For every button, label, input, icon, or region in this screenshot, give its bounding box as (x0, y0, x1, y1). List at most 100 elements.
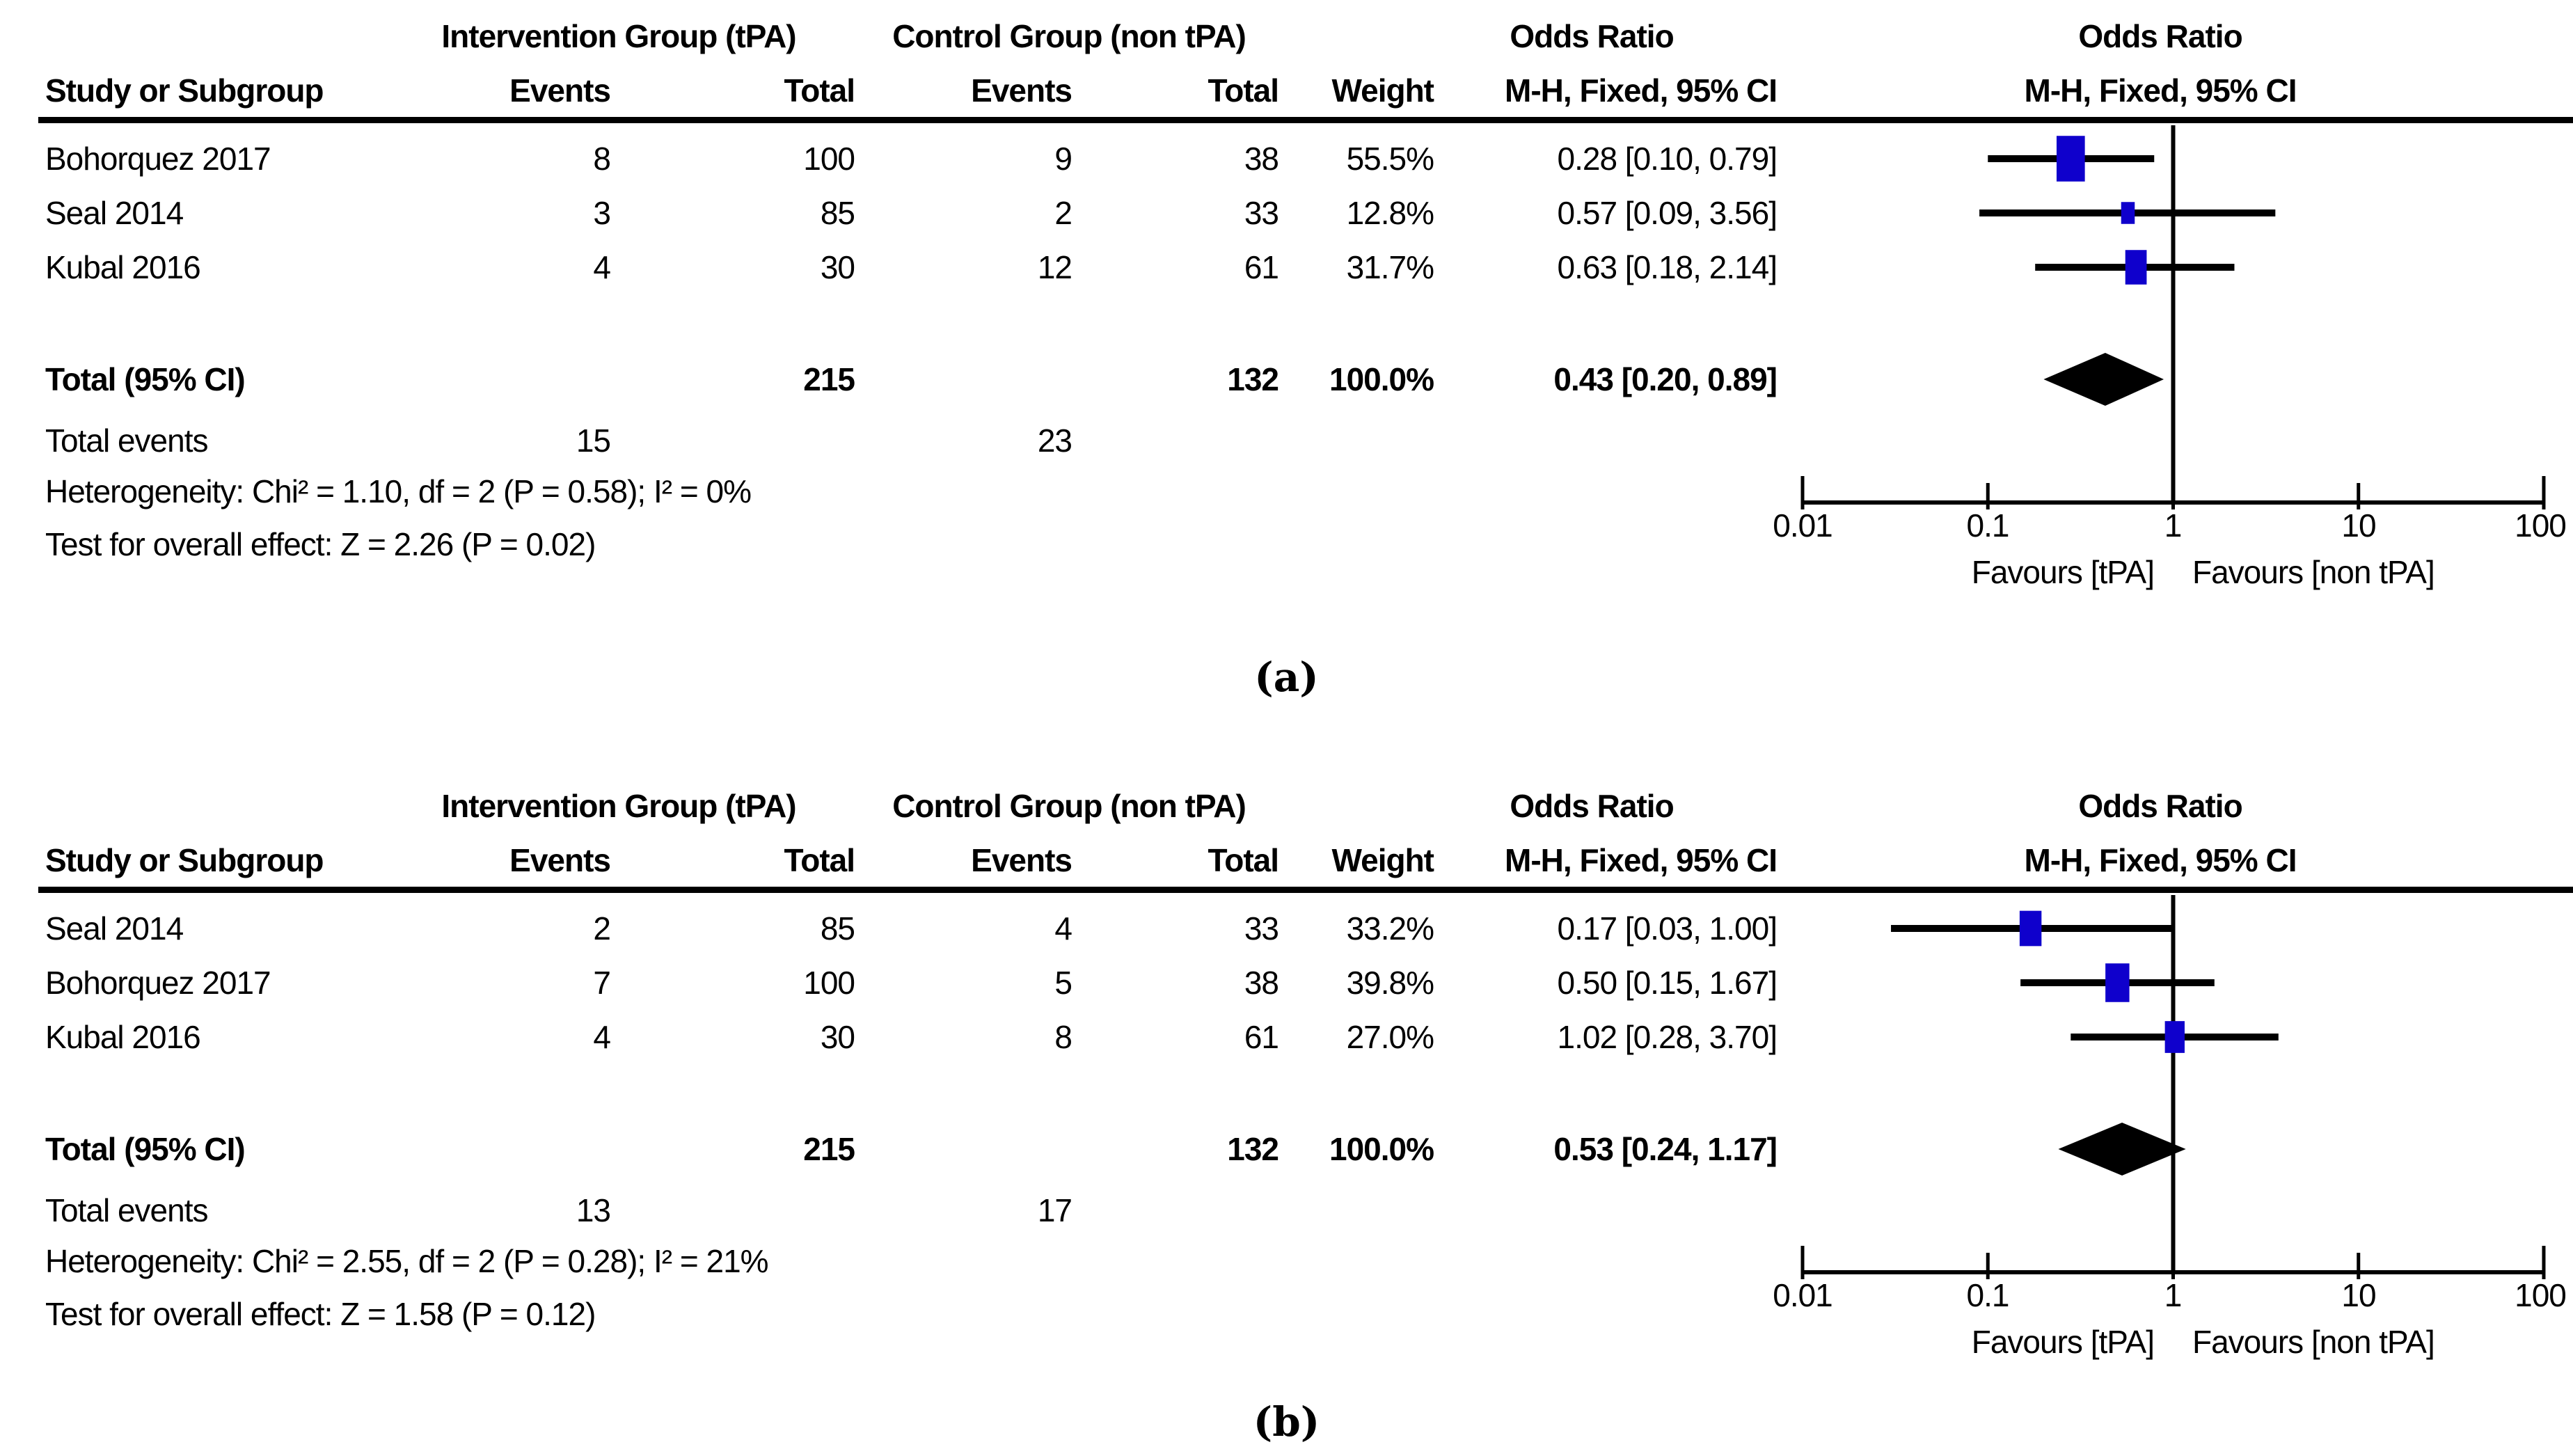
control-events-col-header: Events (971, 842, 1072, 878)
or-ci-value: 0.63 [0.18, 2.14] (1557, 249, 1778, 285)
mh-ci-col-header: M-H, Fixed, 95% CI (1505, 842, 1778, 878)
favours-right-label: Favours [non tPA] (2192, 554, 2435, 590)
control-total: 33 (1244, 195, 1279, 231)
control-total-col-header: Total (1208, 842, 1279, 878)
control-total: 61 (1244, 1019, 1279, 1055)
table-row: Bohorquez 2017 7 100 5 38 39.8% 0.50 [0.… (0, 963, 2573, 1002)
or-ci-value: 0.50 [0.15, 1.67] (1557, 965, 1778, 1001)
table-row: Kubal 2016 4 30 8 61 27.0% 1.02 [0.28, 3… (0, 1018, 2573, 1057)
favours-left-label: Favours [tPA] (1971, 554, 2155, 590)
study-name: Seal 2014 (45, 910, 184, 947)
study-col-header: Study or Subgroup (45, 72, 324, 109)
forest-plot-a (1800, 125, 2546, 509)
intervention-total: 100 (803, 965, 855, 1001)
header-rule (38, 117, 2573, 123)
control-events: 9 (1054, 141, 1072, 177)
total-events-row: Total events 15 23 (0, 421, 2573, 460)
axis-tick-label: 0.01 (1773, 507, 1833, 544)
table-row: Kubal 2016 4 30 12 61 31.7% 0.63 [0.18, … (0, 248, 2573, 287)
panel-a-caption: (a) (1254, 654, 1319, 701)
favours-right-label: Favours [non tPA] (2192, 1324, 2435, 1360)
weight-value: 39.8% (1346, 965, 1434, 1001)
axis-tick-label: 1 (2164, 1277, 2183, 1313)
meta-analysis-panel: Intervention Group (tPA) Control Group (… (0, 770, 2573, 1396)
total-label: Total (95% CI) (45, 1131, 246, 1167)
control-events: 4 (1054, 910, 1072, 947)
intervention-group-header: Intervention Group (tPA) (441, 788, 796, 824)
odds-ratio-plot-title: Odds Ratio (2078, 18, 2242, 54)
control-events: 8 (1054, 1019, 1072, 1055)
total-intervention: 215 (803, 361, 855, 397)
control-events-col-header: Events (971, 72, 1072, 109)
intervention-events-col-header: Events (509, 72, 611, 109)
table-row: Seal 2014 3 85 2 33 12.8% 0.57 [0.09, 3.… (0, 193, 2573, 232)
odds-ratio-column-title: Odds Ratio (1510, 18, 1674, 54)
axis-tick-label: 1 (2164, 507, 2183, 544)
total-or-ci: 0.53 [0.24, 1.17] (1553, 1131, 1778, 1167)
or-ci-value: 1.02 [0.28, 3.70] (1557, 1019, 1778, 1055)
panel-b-caption: (b) (1253, 1398, 1320, 1446)
mh-ci-col-header: M-H, Fixed, 95% CI (1505, 72, 1778, 109)
control-total: 38 (1244, 141, 1279, 177)
axis-tick-label: 10 (2341, 1277, 2376, 1313)
or-ci-value: 0.57 [0.09, 3.56] (1557, 195, 1778, 231)
weight-value: 33.2% (1346, 910, 1434, 947)
intervention-total: 100 (803, 141, 855, 177)
mh-ci-plot-header: M-H, Fixed, 95% CI (2024, 842, 2297, 878)
intervention-total: 30 (820, 1019, 855, 1055)
control-group-header: Control Group (non tPA) (892, 788, 1246, 824)
control-total: 33 (1244, 910, 1279, 947)
favours-left-label: Favours [tPA] (1971, 1324, 2155, 1360)
weight-col-header: Weight (1331, 72, 1434, 109)
intervention-total: 85 (820, 195, 855, 231)
total-weight: 100.0% (1329, 1131, 1434, 1167)
intervention-events: 4 (593, 249, 611, 285)
axis-tick-label: 100 (2515, 1277, 2567, 1313)
total-control: 132 (1227, 361, 1279, 397)
total-label: Total (95% CI) (45, 361, 246, 397)
or-ci-value: 0.28 [0.10, 0.79] (1557, 141, 1778, 177)
study-name: Seal 2014 (45, 195, 184, 231)
table-row: Seal 2014 2 85 4 33 33.2% 0.17 [0.03, 1.… (0, 909, 2573, 948)
control-total: 38 (1244, 965, 1279, 1001)
total-events-intervention: 15 (576, 422, 611, 459)
intervention-total: 30 (820, 249, 855, 285)
or-ci-value: 0.17 [0.03, 1.00] (1557, 910, 1778, 947)
axis-tick-label: 100 (2515, 507, 2567, 544)
weight-value: 55.5% (1346, 141, 1434, 177)
intervention-events: 4 (593, 1019, 611, 1055)
total-weight: 100.0% (1329, 361, 1434, 397)
weight-col-header: Weight (1331, 842, 1434, 878)
control-total-col-header: Total (1208, 72, 1279, 109)
total-row: Total (95% CI) 215 132 100.0% 0.43 [0.20… (0, 360, 2573, 399)
intervention-events: 2 (593, 910, 611, 947)
axis-tick-label: 0.01 (1773, 1277, 1833, 1313)
intervention-events: 3 (593, 195, 611, 231)
total-events-row: Total events 13 17 (0, 1191, 2573, 1230)
control-events: 12 (1037, 249, 1072, 285)
intervention-events: 8 (593, 141, 611, 177)
meta-analysis-panel: Intervention Group (tPA) Control Group (… (0, 0, 2573, 626)
control-total: 61 (1244, 249, 1279, 285)
forest-plot-b (1800, 895, 2546, 1279)
axis-tick-label: 0.1 (1966, 1277, 2010, 1313)
odds-ratio-column-title: Odds Ratio (1510, 788, 1674, 824)
weight-value: 31.7% (1346, 249, 1434, 285)
control-group-header: Control Group (non tPA) (892, 18, 1246, 54)
odds-ratio-plot-title: Odds Ratio (2078, 788, 2242, 824)
total-events-label: Total events (45, 422, 208, 459)
study-name: Bohorquez 2017 (45, 141, 271, 177)
study-name: Bohorquez 2017 (45, 965, 271, 1001)
total-events-intervention: 13 (576, 1192, 611, 1228)
intervention-group-header: Intervention Group (tPA) (441, 18, 796, 54)
control-events: 2 (1054, 195, 1072, 231)
weight-value: 12.8% (1346, 195, 1434, 231)
total-control: 132 (1227, 1131, 1279, 1167)
study-name: Kubal 2016 (45, 1019, 201, 1055)
total-events-label: Total events (45, 1192, 208, 1228)
total-events-control: 23 (1037, 422, 1072, 459)
axis-tick-label: 10 (2341, 507, 2376, 544)
intervention-total-col-header: Total (784, 72, 855, 109)
total-intervention: 215 (803, 1131, 855, 1167)
table-row: Bohorquez 2017 8 100 9 38 55.5% 0.28 [0.… (0, 139, 2573, 178)
